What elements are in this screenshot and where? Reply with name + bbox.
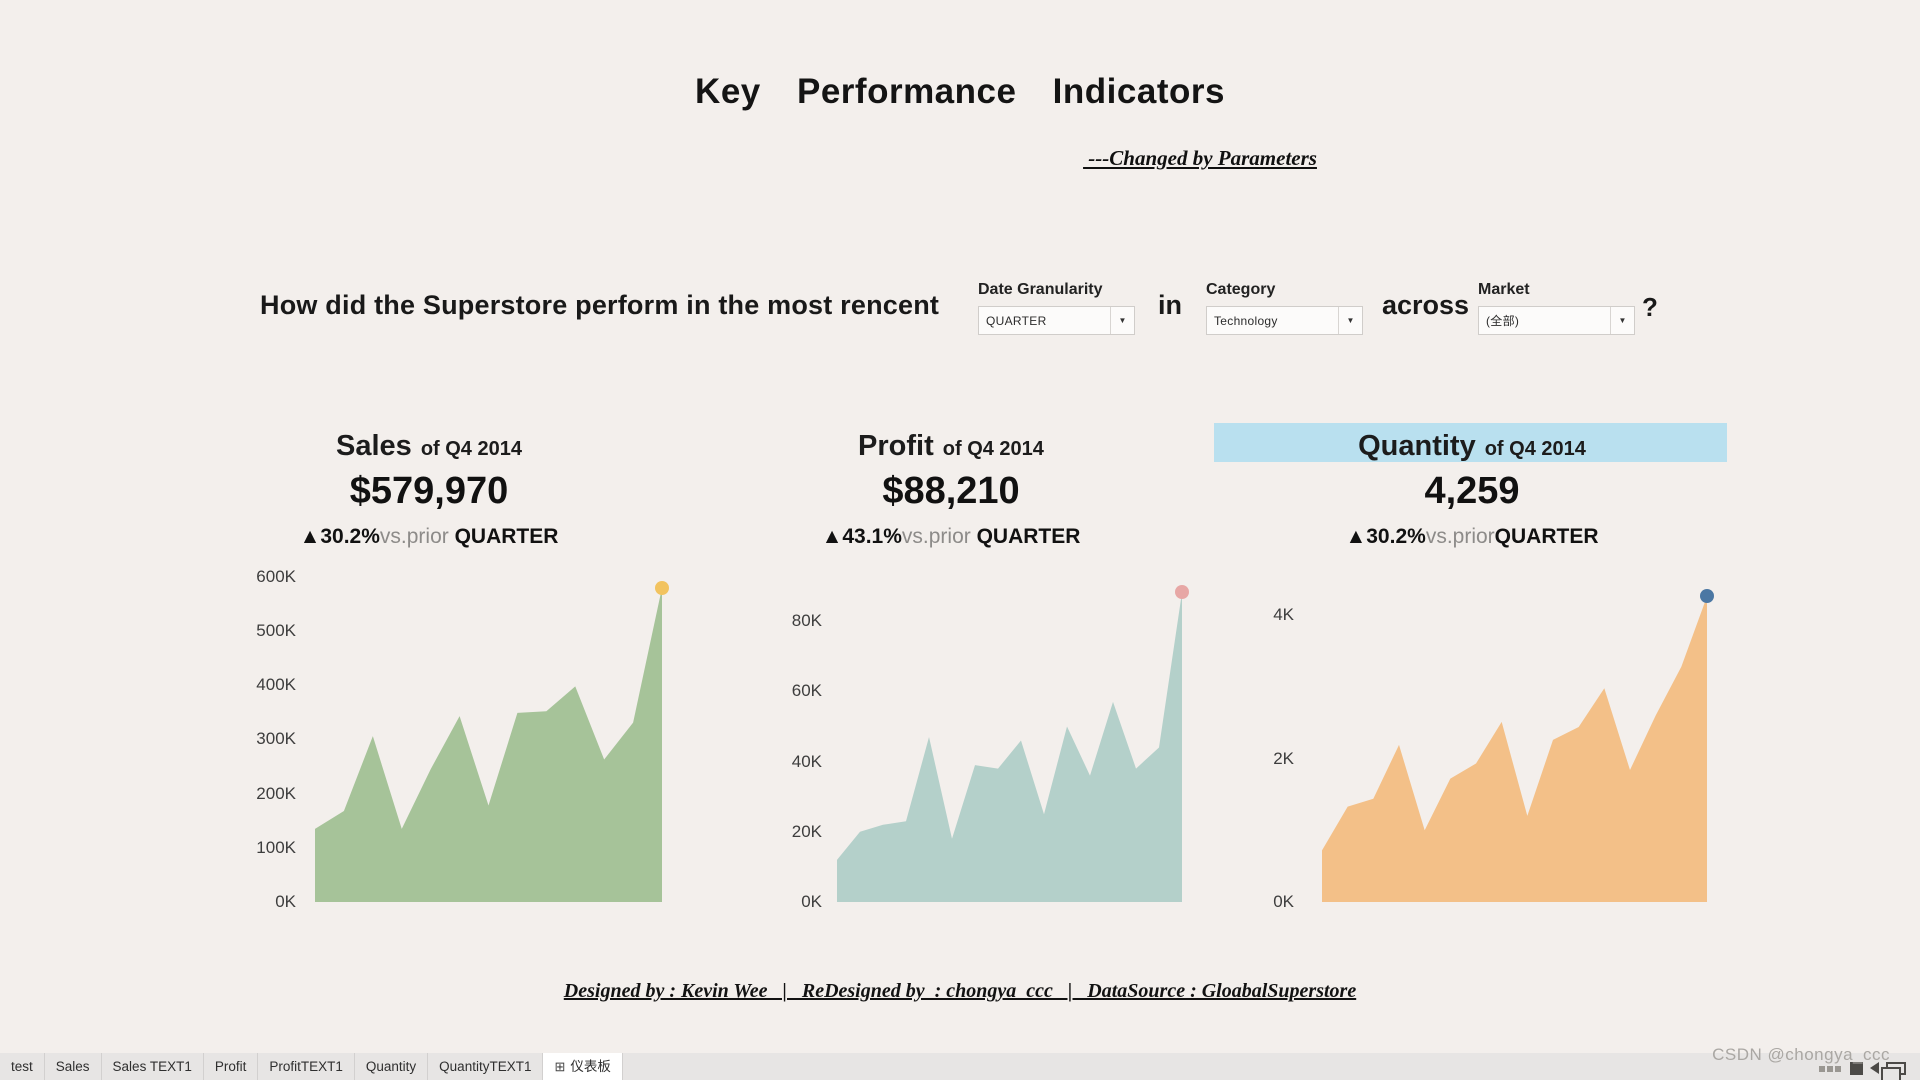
chevron-down-icon[interactable]: ▼ [1338,307,1362,334]
delta-value: ▲30.2% [299,525,380,548]
sheet-tab-Sales[interactable]: Sales [45,1053,102,1080]
kpi-quantity-delta: ▲30.2%vs.priorQUARTER [1272,525,1672,549]
y-axis-tick: 2K [1273,748,1294,768]
connector-in: in [1158,290,1182,320]
sales-trend-end-dot [655,580,669,595]
sales-trend-chart[interactable] [315,572,669,902]
param-label-date-granularity: Date Granularity [978,281,1103,298]
tab-label: Profit [214,1059,247,1074]
monitor-icon [1881,1061,1906,1080]
kpi-profit-header: Profit of Q4 2014 [751,426,1151,466]
market-value: (全部) [1486,314,1520,328]
date-granularity-value: QUARTER [986,313,1047,328]
date-granularity-select[interactable]: QUARTER ▼ [978,306,1135,335]
kpi-sales-value: $579,970 [349,470,509,512]
category-select[interactable]: Technology ▼ [1206,306,1363,335]
chevron-down-icon[interactable]: ▼ [1110,307,1134,334]
kpi-profit-value: $88,210 [882,470,1020,512]
sheet-tab-Sales TEXT1[interactable]: Sales TEXT1 [102,1053,204,1080]
profit-trend-chart[interactable] [837,572,1189,902]
kpi-profit-delta: ▲43.1%vs.prior QUARTER [751,525,1151,549]
y-axis-tick: 4K [1273,605,1294,625]
y-axis-tick: 200K [256,783,296,803]
tab-label: Quantity [365,1059,417,1074]
kpi-period: of Q4 2014 [420,438,522,460]
kpi-period: of Q4 2014 [1484,438,1586,460]
quantity-trend-end-dot [1700,589,1714,604]
connector-across: across [1382,290,1470,320]
delta-ref-period: QUARTER [448,525,559,548]
kpi-title: Quantity [1358,430,1476,462]
chevron-down-icon[interactable]: ▼ [1610,307,1634,334]
profit-chart-y-axis: 80K 60K 40K 20K 0K [762,572,822,911]
y-axis-tick: 60K [791,681,822,701]
sheet-tab-ProfitTEXT1[interactable]: ProfitTEXT1 [258,1053,355,1080]
tab-label: QuantityTEXT1 [439,1059,532,1074]
y-axis-tick: 0K [801,892,822,911]
play-back-icon [1870,1062,1879,1074]
quantity-chart-y-axis: 4K 2K 0K [1234,572,1294,911]
page-title: Key Performance Indicators [695,72,1225,111]
dots-icon [1819,1059,1843,1077]
y-axis-tick: 0K [1273,892,1294,911]
market-select[interactable]: (全部) ▼ [1478,306,1635,335]
profit-trend-end-dot [1175,585,1189,600]
quantity-highlight-band [1214,423,1727,462]
delta-vs-label: vs.prior [379,525,449,548]
kpi-sales-header: Sales of Q4 2014 [229,426,629,466]
question-mark: ? [1642,292,1658,322]
kpi-title: Sales [336,430,412,462]
delta-value: ▲30.2% [1345,525,1426,548]
sheet-tab-test[interactable]: test [0,1053,45,1080]
y-axis-tick: 400K [256,675,296,695]
kpi-title: Profit [858,430,934,462]
delta-ref-period: QUARTER [1494,525,1599,548]
y-axis-tick: 300K [256,729,296,749]
kpi-period: of Q4 2014 [942,438,1044,460]
y-axis-tick: 600K [256,566,296,586]
y-axis-tick: 20K [791,821,822,841]
quantity-trend-chart[interactable] [1322,572,1714,902]
tab-label: Sales [55,1059,90,1074]
question-text: How did the Superstore perform in the mo… [260,290,940,320]
sheet-tab-仪表板[interactable]: ⊞ 仪表板 [543,1053,623,1080]
csdn-watermark: CSDN @chongya_ccc [1712,1045,1890,1064]
kpi-quantity-header: Quantity of Q4 2014 [1272,426,1672,466]
sheet-tab-bar: test Sales Sales TEXT1 Profit ProfitTEXT1 Qua… [0,1053,1920,1080]
y-axis-tick: 100K [256,837,296,857]
param-category: Category Technology ▼ [1206,281,1363,335]
y-axis-tick: 40K [791,751,822,771]
y-axis-tick: 80K [791,611,822,631]
param-label-category: Category [1206,281,1276,298]
credits-line: Designed by : Kevin Wee | ReDesigned by … [563,980,1357,1002]
kpi-quantity-value: 4,259 [1424,470,1520,512]
dashboard-grid-icon: ⊞ [554,1059,566,1074]
square-icon [1850,1061,1863,1075]
delta-vs-label: vs.prior [1425,525,1495,548]
tab-label: ProfitTEXT1 [269,1059,343,1074]
delta-vs-label: vs.prior [901,525,971,548]
sheet-tab-QuantityTEXT1[interactable]: QuantityTEXT1 [428,1053,544,1080]
category-value: Technology [1214,313,1278,328]
delta-value: ▲43.1% [821,525,902,548]
sheet-tab-Profit[interactable]: Profit [204,1053,259,1080]
y-axis-tick: 0K [275,892,296,911]
param-market: Market (全部) ▼ [1478,281,1635,335]
sheet-tab-Quantity[interactable]: Quantity [355,1053,429,1080]
delta-ref-period: QUARTER [970,525,1081,548]
tray-icons [1819,1059,1906,1080]
tab-label: test [11,1059,33,1074]
sales-chart-y-axis: 600K 500K 400K 300K 200K 100K 0K [236,567,296,910]
param-label-market: Market [1478,281,1530,298]
page-subtitle: ---Changed by Parameters [1083,146,1317,170]
param-date-granularity: Date Granularity QUARTER ▼ [978,281,1135,335]
tab-label: Sales TEXT1 [112,1059,192,1074]
tab-label: 仪表板 [570,1059,611,1074]
y-axis-tick: 500K [256,621,296,641]
kpi-sales-delta: ▲30.2%vs.prior QUARTER [229,525,629,549]
